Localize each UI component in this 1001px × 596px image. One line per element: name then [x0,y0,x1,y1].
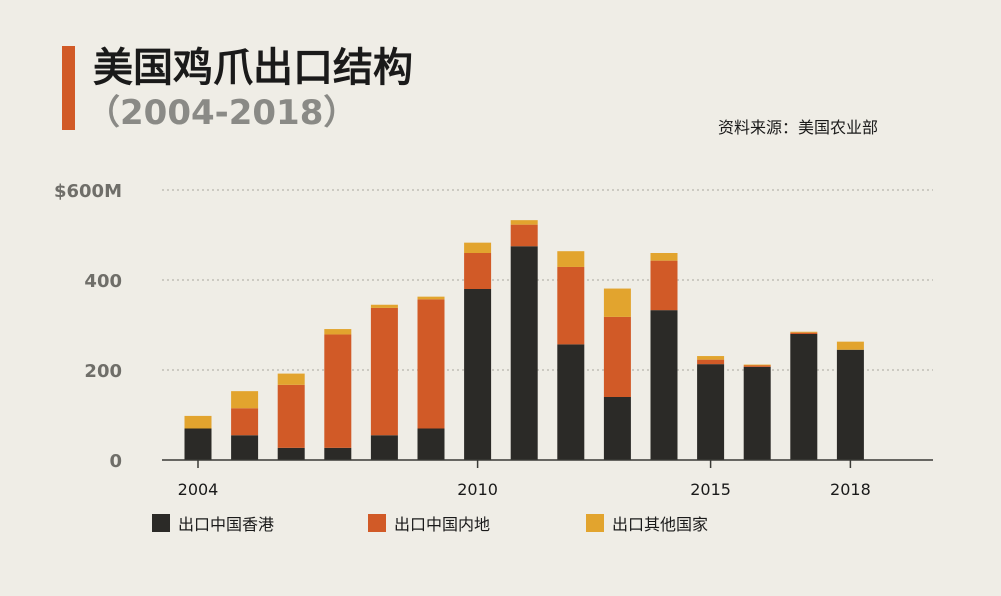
bar-segment [417,428,445,460]
legend-item-mainland: 出口中国内地 [368,512,490,534]
x-tick-label: 2004 [178,480,219,499]
bar-segment [464,253,492,289]
legend-label-hongkong: 出口中国香港 [178,515,275,534]
bar-segment [557,266,585,345]
y-tick-label: $600M [54,181,122,202]
x-tick-label: 2018 [830,480,871,499]
bar-segment [324,329,352,335]
x-tick-label: 2015 [690,480,731,499]
legend-swatch-mainland [368,514,386,532]
y-tick-label: 200 [84,361,122,382]
bar-segment [836,341,864,350]
bar-segment [231,391,259,409]
bar-segment [743,365,771,367]
y-tick-label: 400 [84,271,122,292]
legend-item-other: 出口其他国家 [586,512,708,534]
bar-segment [603,316,631,397]
bar-segment [603,288,631,317]
bar-segment [370,307,398,436]
legend-label-mainland: 出口中国内地 [394,515,491,534]
bar-segment [370,435,398,460]
legend-label-other: 出口其他国家 [612,515,709,534]
bar-segment [184,415,212,429]
bar-segment [650,310,678,460]
bar-segment [743,366,771,460]
bar-segment [277,373,305,385]
bar-segment [510,224,538,247]
bar-segment [417,296,445,300]
chart-subtitle: （2004-2018） [86,93,358,133]
bar-segment [231,435,259,460]
bar-segment [510,246,538,460]
bar-segment [277,384,305,448]
legend-swatch-hongkong [152,514,170,532]
bar-segment [510,220,538,225]
bar-segment [650,260,678,311]
bar-segment [836,349,864,460]
bar-segment [370,304,398,308]
bar-segment [464,242,492,253]
source-note: 资料来源：美国农业部 [718,118,879,137]
bar-segment [277,447,305,460]
legend-swatch-other [586,514,604,532]
bar-segment [557,251,585,267]
bar-segment [790,331,818,333]
bar-segment [697,356,725,360]
legend-item-hongkong: 出口中国香港 [152,512,274,534]
bar-segment [417,299,445,429]
bar-segment [697,359,725,365]
title-accent-bar [62,46,75,130]
bar-segment [184,428,212,460]
bar-segment [324,447,352,460]
bar-segment [324,334,352,448]
x-tick-label: 2010 [457,480,498,499]
bar-segment [557,344,585,460]
bar-segment [464,289,492,460]
bar-segment [650,253,678,261]
bar-segment [697,364,725,460]
bar-segment [603,397,631,460]
bar-segment [743,364,771,366]
bar-segment [231,408,259,436]
chart-title: 美国鸡爪出口结构 [93,45,413,91]
bar-segment [790,332,818,334]
bar-segment [790,334,818,460]
y-tick-label: 0 [109,451,122,472]
